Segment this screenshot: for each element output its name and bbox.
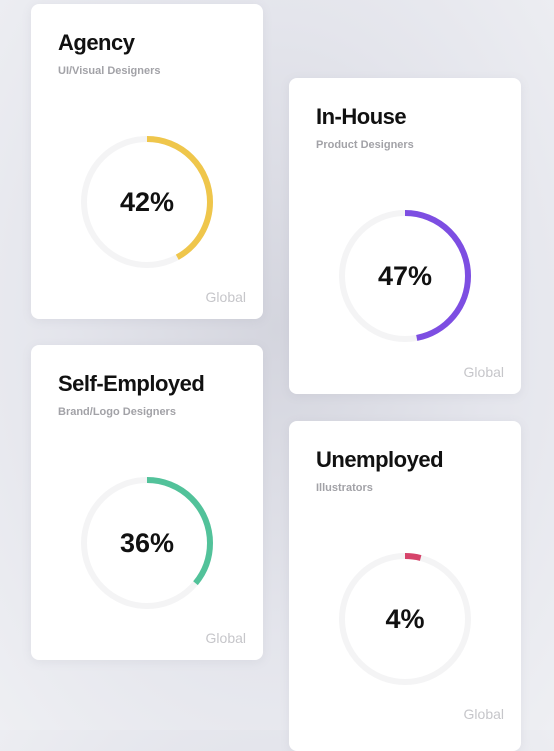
card-in-house: In-House Product Designers 47% Global [289,78,521,394]
card-subtitle: Brand/Logo Designers [58,406,176,418]
card-title: Unemployed [316,447,444,472]
card-title: Agency [58,30,135,55]
donut-arc [81,136,213,268]
card-subtitle: Illustrators [316,482,373,494]
donut-chart-agency [81,136,213,268]
percent-label: 47% [377,260,433,291]
percent-label: 4% [385,603,425,634]
donut-arc [81,477,213,609]
percent-label: 42% [119,186,175,217]
card-title: Self-Employed [58,371,205,396]
donut-chart-self-employed [81,477,213,609]
card-subtitle: UI/Visual Designers [58,65,161,77]
card-title: In-House [316,104,407,129]
region-label: Global [205,630,246,646]
card-self-employed: Self-Employed Brand/Logo Designers 36% G… [31,345,263,660]
region-label: Global [463,364,504,380]
card-unemployed: Unemployed Illustrators 4% Global [289,421,521,751]
card-agency: Agency UI/Visual Designers 42% Global [31,4,263,319]
percent-label: 36% [119,527,175,558]
donut-arc [339,210,471,342]
donut-chart-unemployed [339,553,471,685]
region-label: Global [463,706,504,722]
donut-chart-in-house [339,210,471,342]
donut-arc [339,553,471,685]
card-subtitle: Product Designers [316,139,414,151]
region-label: Global [205,289,246,305]
